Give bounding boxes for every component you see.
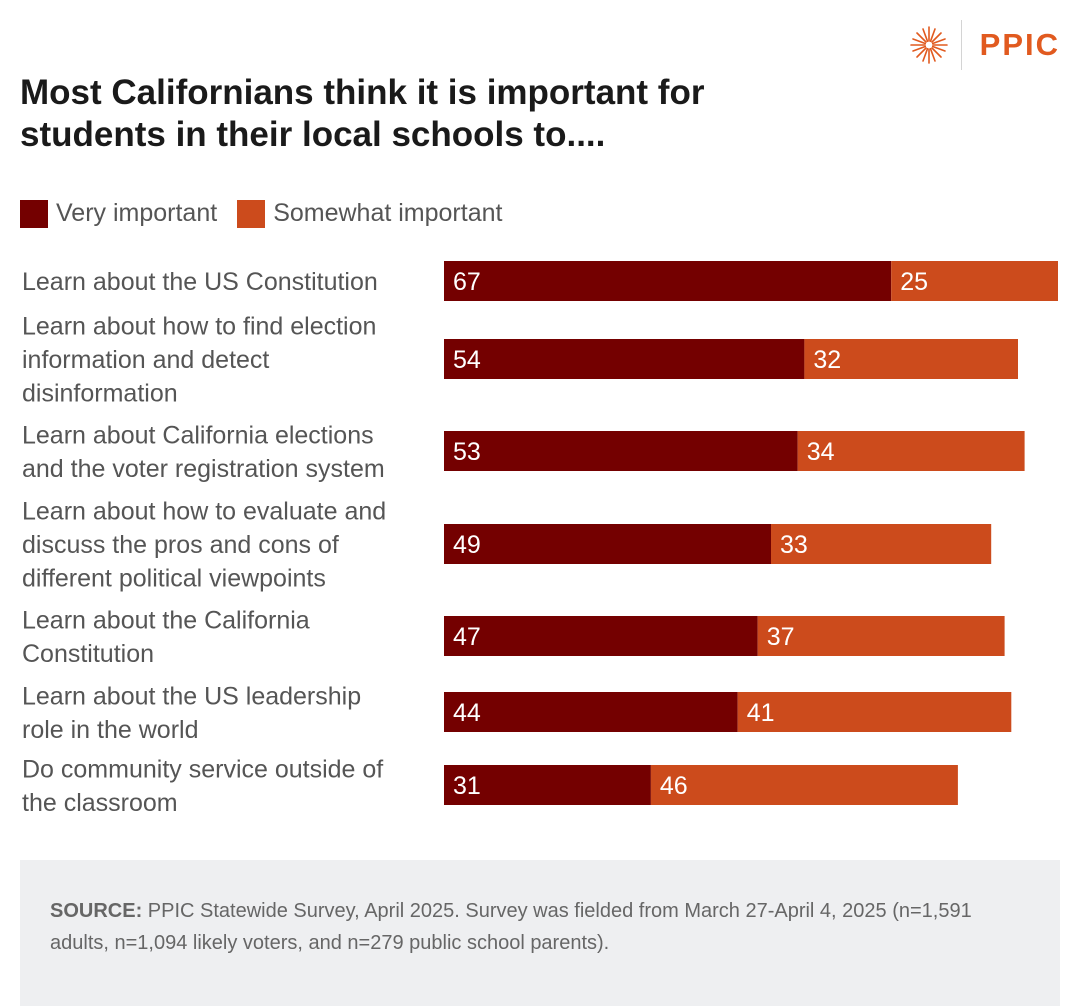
logo-divider [960,20,962,70]
ppic-wordmark: PPIC [979,27,1060,62]
bar-very-important [444,692,738,732]
data-label-somewhat-important: 25 [900,268,928,296]
data-label-somewhat-important: 46 [660,772,688,800]
bar-row-7: Do community service outside of the class… [22,755,958,817]
bar-somewhat-important [650,765,958,805]
data-label-somewhat-important: 34 [807,438,835,466]
bar-somewhat-important [804,339,1018,379]
chart-title: Most Californians think it is important … [20,73,705,154]
bar-row-3: Learn about California elections and the … [22,421,1025,483]
data-label-very-important: 44 [453,699,481,727]
bar-somewhat-important [771,524,992,564]
bar-somewhat-important [737,692,1012,732]
legend-label-very-important: Very important [56,199,218,227]
legend-item-very-important: Very important [20,199,217,228]
category-label: Learn about how to evaluate and discuss t… [22,498,386,593]
ppic-logo: PPIC [909,18,1060,72]
bar-row-1: Learn about the US Constitution 67 25 [22,261,1058,301]
data-label-very-important: 49 [453,531,481,559]
bar-somewhat-important [797,431,1025,471]
source-text: PPIC Statewide Survey, April 2025. Surve… [50,900,972,954]
starburst-icon [909,26,948,64]
stacked-bar-chart: Learn about the US Constitution 67 25Learn… [22,261,1058,817]
bar-somewhat-important [891,261,1058,301]
bar-very-important [444,616,758,656]
bar-somewhat-important [757,616,1005,656]
category-label: Learn about how to find election informat… [22,313,376,408]
source-box: SOURCE: PPIC Statewide Survey, April 202… [20,860,1060,1006]
data-label-somewhat-important: 37 [767,623,795,651]
data-label-somewhat-important: 41 [747,699,775,727]
data-label-somewhat-important: 33 [780,531,808,559]
legend-swatch-very-important [20,199,48,228]
bar-row-5: Learn about the California Constitution 47… [22,606,1005,668]
data-label-very-important: 54 [453,346,481,374]
bar-very-important [444,261,892,301]
category-label: Learn about the California Constitution [22,606,310,668]
legend: Very important Somewhat important [20,199,522,228]
legend-item-somewhat-important: Somewhat important [237,199,502,228]
data-label-very-important: 31 [453,772,481,800]
source-note: SOURCE: PPIC Statewide Survey, April 202… [50,895,1010,959]
bar-very-important [444,431,798,471]
bar-very-important [444,339,805,379]
legend-label-somewhat-important: Somewhat important [273,199,503,227]
category-label: Learn about California elections and the … [22,421,385,483]
category-label: Learn about the US Constitution [22,268,378,296]
data-label-very-important: 67 [453,268,481,296]
bar-row-6: Learn about the US leadership role in the… [22,682,1012,744]
category-label: Do community service outside of the class… [22,755,383,817]
bar-row-4: Learn about how to evaluate and discuss t… [22,498,992,593]
data-label-very-important: 53 [453,438,481,466]
source-label: SOURCE: [50,900,143,922]
data-label-very-important: 47 [453,623,481,651]
bar-row-2: Learn about how to find election informat… [22,313,1018,408]
data-label-somewhat-important: 32 [813,346,841,374]
bar-very-important [444,524,771,564]
bar-very-important [444,765,651,805]
category-label: Learn about the US leadership role in the… [22,682,361,744]
legend-swatch-somewhat-important [237,199,266,228]
